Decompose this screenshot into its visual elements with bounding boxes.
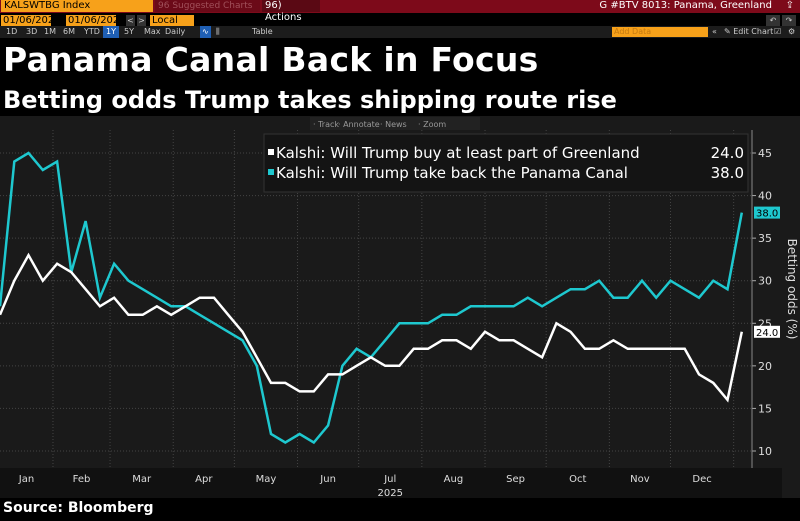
- edit-icon[interactable]: ☑: [774, 27, 782, 36]
- share-icon[interactable]: ⇪: [785, 0, 794, 11]
- chart-tool-news[interactable]: · News: [380, 120, 407, 129]
- suggested-charts-button[interactable]: 96 Suggested Charts: [155, 0, 260, 12]
- add-data-input[interactable]: Add Data: [612, 27, 708, 37]
- window-title: G #BTV 8013: Panama, Greenland: [599, 0, 772, 11]
- legend-swatch: [268, 149, 274, 155]
- table-button[interactable]: Table: [252, 27, 273, 36]
- y-tick-label: 10: [758, 445, 772, 458]
- range-1d[interactable]: 1D: [6, 27, 18, 36]
- greenland-series-line: [0, 252, 744, 403]
- legend-swatch: [268, 169, 274, 175]
- range-3d[interactable]: 3D: [26, 27, 38, 36]
- x-tick-label: Aug: [444, 474, 464, 485]
- y-tick-label: 20: [758, 360, 772, 373]
- range-1m[interactable]: 1M: [44, 27, 56, 36]
- x-tick-label: Jul: [383, 474, 396, 485]
- year-label: 2025: [378, 488, 403, 498]
- gear-icon[interactable]: ⚙: [788, 27, 796, 36]
- line-chart-icon[interactable]: ∿: [200, 26, 211, 38]
- legend-label: Kalshi: Will Trump buy at least part of …: [276, 144, 640, 162]
- frequency-select[interactable]: Daily: [165, 27, 186, 36]
- source-note: Source: Bloomberg: [3, 500, 154, 516]
- y-tick-label: 15: [758, 402, 772, 415]
- page-subtitle: Betting odds Trump takes shipping route …: [3, 86, 617, 114]
- undo-icon[interactable]: ↶: [766, 15, 780, 26]
- x-tick-label: Nov: [630, 474, 650, 485]
- redo-icon[interactable]: ↷: [782, 15, 796, 26]
- y-tick-label: 35: [758, 232, 772, 245]
- chart-tool-track[interactable]: · Track: [313, 120, 339, 129]
- x-tick-label: Jun: [319, 474, 336, 485]
- last-value-label: 38.0: [756, 209, 778, 220]
- currency-select[interactable]: Local CCY: [150, 15, 194, 37]
- x-tick-label: Dec: [692, 474, 711, 485]
- range-5y[interactable]: 5Y: [124, 27, 134, 36]
- x-tick-label: Oct: [569, 474, 586, 485]
- chart-tool-zoom[interactable]: · Zoom: [418, 120, 446, 129]
- chart-tools-bar: [310, 117, 480, 130]
- y-axis-label: Betting odds (%): [785, 239, 799, 340]
- x-tick-label: Sep: [506, 474, 525, 485]
- legend: [263, 133, 749, 193]
- x-tick-label: Feb: [73, 474, 91, 485]
- panama-series-line: [0, 151, 744, 445]
- page-title: Panama Canal Back in Focus: [3, 40, 539, 79]
- y-tick-label: 30: [758, 275, 772, 288]
- last-value-tag: [754, 206, 780, 219]
- x-tick-label: Mar: [132, 474, 152, 485]
- y-tick-label: 40: [758, 190, 772, 203]
- range-max[interactable]: Max: [144, 27, 161, 36]
- chart-panel: 10 15 20 25 30 35 40 45 Jan Feb Mar Apr May Jun Jul Aug…: [0, 116, 800, 499]
- legend-value: 38.0: [711, 164, 744, 182]
- range-toolbar: 1D 3D 1M 6M YTD 1Y 5Y Max Daily ∿ ⫼ Tabl…: [0, 26, 800, 38]
- x-tick-label: Apr: [195, 474, 213, 485]
- x-tick-label: May: [256, 474, 277, 485]
- next-button[interactable]: >: [137, 15, 146, 26]
- last-value-label: 24.0: [756, 328, 778, 339]
- legend-label: Kalshi: Will Trump take back the Panama …: [276, 164, 628, 182]
- start-date-input[interactable]: 01/06/2025: [1, 15, 61, 26]
- title-bar: KALSWTBG Index 96 Suggested Charts 96) A…: [0, 0, 800, 23]
- range-6m[interactable]: 6M: [63, 27, 75, 36]
- y-tick-label: 45: [758, 147, 772, 160]
- line-chart[interactable]: 10 15 2025 30 35 40 45 Jan Feb Mar Apr May Jun Jul Aug…: [0, 116, 800, 499]
- bar-chart-icon[interactable]: ⫼: [216, 27, 220, 36]
- range-ytd[interactable]: YTD: [84, 27, 100, 36]
- prev-button[interactable]: <: [126, 15, 135, 26]
- chart-tool-annotate[interactable]: · Annotate: [338, 120, 380, 129]
- x-tick-label: Jan: [18, 474, 34, 485]
- actions-menu[interactable]: 96) Actions: [262, 0, 320, 23]
- legend-value: 24.0: [711, 144, 744, 162]
- x-axis-band: [0, 468, 782, 498]
- date-row: 01/06/2025 01/06/2026 < > Local CCY ↶ ↷: [0, 14, 800, 37]
- range-1y[interactable]: 1Y: [103, 26, 119, 38]
- ticker-field[interactable]: KALSWTBG Index: [1, 0, 153, 12]
- last-value-tag: [754, 325, 780, 338]
- end-date-input[interactable]: 01/06/2026: [66, 15, 126, 26]
- edit-chart-label: Edit Chart: [733, 27, 774, 36]
- collapse-icon[interactable]: «: [712, 27, 717, 36]
- edit-chart-button[interactable]: ✎ Edit Chart: [724, 27, 774, 36]
